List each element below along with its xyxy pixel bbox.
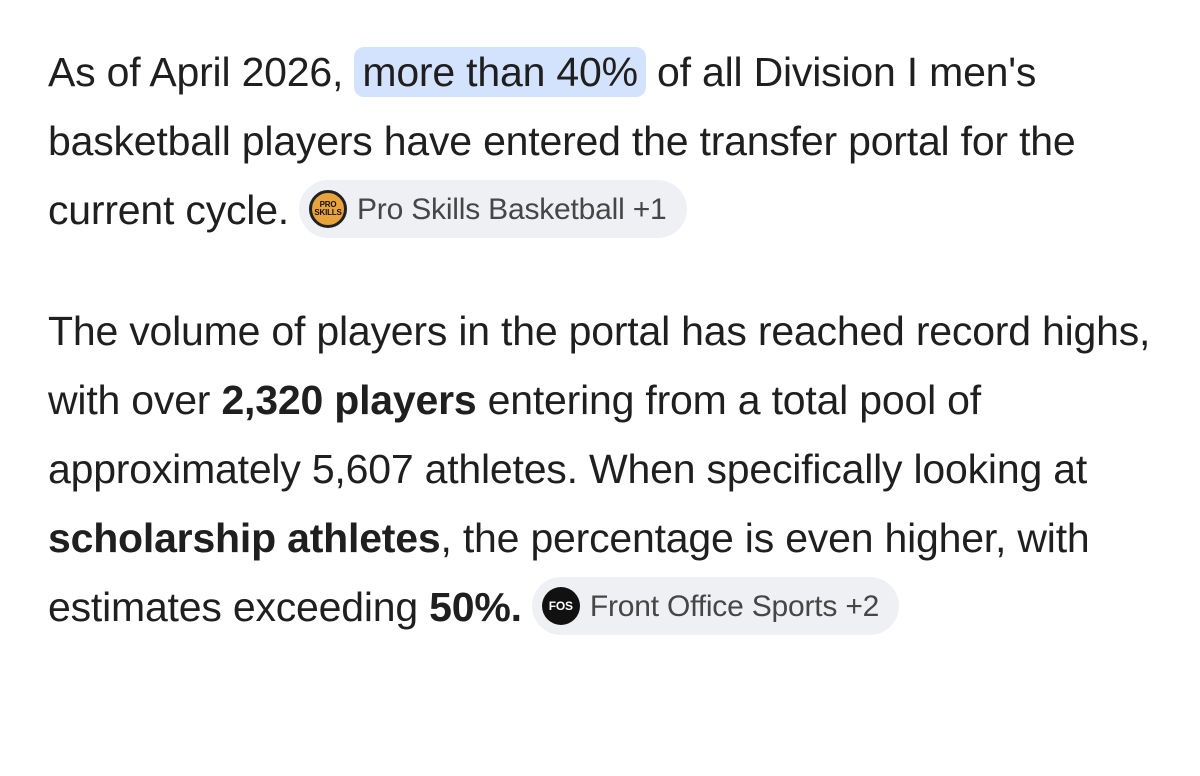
source-chip[interactable]: PRO SKILLS Pro Skills Basketball +1 — [299, 180, 687, 239]
bold-text: 50%. — [429, 584, 522, 630]
bold-text: scholarship athletes — [48, 515, 441, 561]
source-label: Pro Skills Basketball +1 — [357, 192, 667, 226]
bold-text: 2,320 players — [221, 377, 477, 423]
text-run: As of April 2026, — [48, 49, 355, 95]
source-icon: FOS — [541, 587, 580, 626]
text-run: entering from a total pool of approximat… — [48, 377, 1088, 492]
text-run: of all Division I men's basketball playe… — [48, 49, 1076, 233]
text-run: The volume of players in the portal has … — [48, 308, 1151, 423]
paragraph: As of April 2026, more than 40% of all D… — [48, 38, 1168, 245]
source-label: Front Office Sports +2 — [589, 589, 880, 623]
source-chip[interactable]: FOS Front Office Sports +2 — [531, 577, 900, 636]
answer-text: As of April 2026, more than 40% of all D… — [48, 38, 1168, 694]
highlight-text: more than 40% — [354, 47, 646, 97]
source-icon: PRO SKILLS — [309, 190, 347, 229]
text-run: , the percentage is even higher, with es… — [48, 515, 1090, 630]
paragraph: The volume of players in the portal has … — [48, 297, 1168, 642]
